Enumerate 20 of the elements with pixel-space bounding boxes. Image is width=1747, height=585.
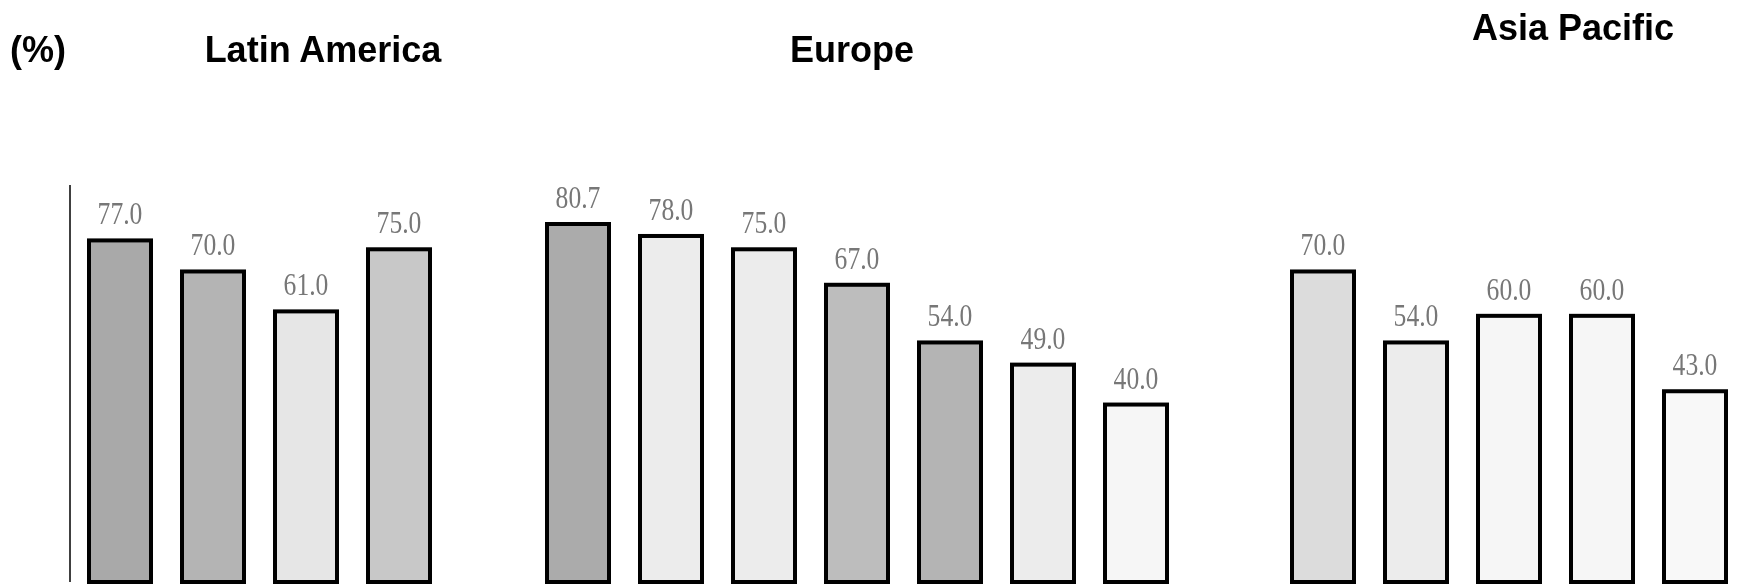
data-label: 75.0 bbox=[376, 204, 422, 240]
data-label: 54.0 bbox=[927, 297, 973, 334]
y-axis-title: (%) bbox=[10, 29, 66, 70]
data-label: 80.7 bbox=[555, 179, 601, 215]
chart-title: Asia Pacific bbox=[1471, 7, 1675, 48]
data-label: 67.0 bbox=[834, 240, 880, 276]
data-label: 60.0 bbox=[1579, 271, 1625, 307]
data-label: 43.0 bbox=[1672, 346, 1718, 382]
data-label: 75.0 bbox=[741, 204, 787, 240]
data-label: 54.0 bbox=[1393, 297, 1439, 334]
chart-title: Latin America bbox=[204, 29, 443, 70]
data-label: 60.0 bbox=[1486, 271, 1532, 307]
data-label: 70.0 bbox=[1300, 226, 1346, 263]
data-label: 77.0 bbox=[97, 195, 143, 232]
data-label: 49.0 bbox=[1020, 319, 1066, 356]
chart-title: Europe bbox=[789, 29, 915, 70]
data-label: 40.0 bbox=[1113, 359, 1159, 396]
data-label: 78.0 bbox=[648, 191, 694, 227]
data-label: 70.0 bbox=[190, 226, 236, 263]
data-label: 61.0 bbox=[283, 266, 329, 303]
